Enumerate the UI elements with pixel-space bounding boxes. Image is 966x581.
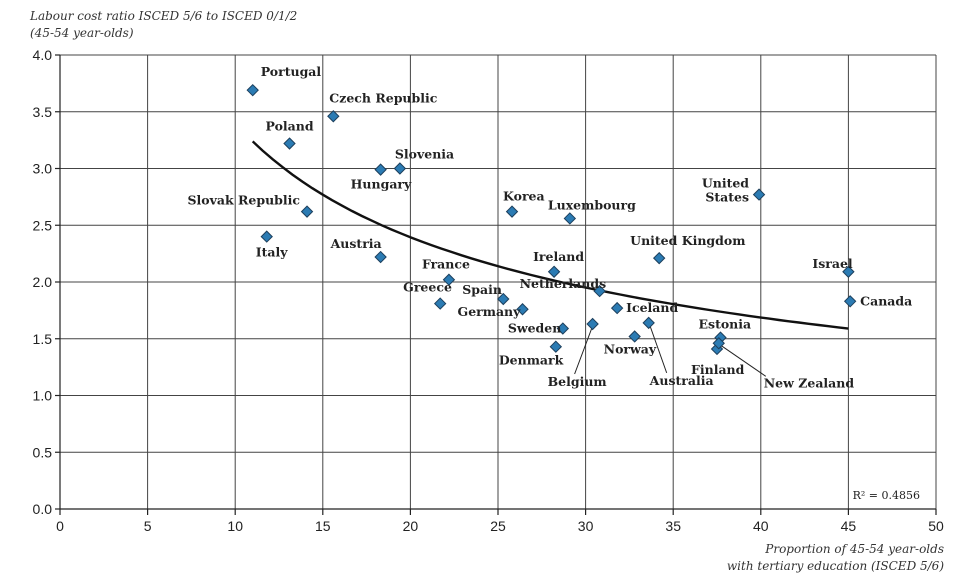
point-italy xyxy=(260,230,273,243)
point-hungary xyxy=(374,163,387,176)
point-united-states xyxy=(752,188,766,201)
x-tick-label: 15 xyxy=(315,518,331,534)
x-tick-label: 25 xyxy=(490,518,506,534)
label-germany: Germany xyxy=(458,304,522,319)
label-united-states-line-2: States xyxy=(705,190,749,205)
x-tick-label: 45 xyxy=(841,518,857,534)
point-labels: Portugal Czech Republic Poland Hungary Slove… xyxy=(188,64,913,390)
point-portugal xyxy=(246,83,259,97)
label-ireland: Ireland xyxy=(533,249,584,264)
label-czech-republic: Czech Republic xyxy=(329,90,437,105)
label-greece: Greece xyxy=(403,280,452,295)
label-poland: Poland xyxy=(266,119,314,134)
tick-labels: 0 5 10 15 20 25 30 35 40 45 50 0.0 0.5 1.0 1.5 2.0 2.5 3.… xyxy=(33,47,944,534)
point-israel xyxy=(842,265,855,278)
label-denmark: Denmark xyxy=(499,353,564,368)
x-tick-label: 40 xyxy=(753,518,769,534)
label-united-states: United xyxy=(702,176,749,191)
y-axis-label-line-1: Labour cost ratio ISCED 5/6 to ISCED 0/1… xyxy=(29,9,297,23)
y-axis-label-line-2: (45-54 year-olds) xyxy=(30,26,134,40)
label-austria: Austria xyxy=(330,236,382,251)
label-slovenia: Slovenia xyxy=(395,147,454,162)
y-tick-label: 0.5 xyxy=(33,444,53,460)
point-belgium xyxy=(586,317,599,331)
point-greece xyxy=(433,297,447,310)
point-sweden xyxy=(556,322,570,335)
point-ireland xyxy=(547,265,561,278)
label-luxembourg: Luxembourg xyxy=(548,197,636,212)
label-israel: Israel xyxy=(812,256,853,271)
x-tick-label: 30 xyxy=(578,518,594,534)
point-new-zealand xyxy=(712,337,725,350)
point-united-kingdom xyxy=(652,251,666,265)
y-tick-label: 0.0 xyxy=(33,501,53,517)
point-australia xyxy=(642,316,655,330)
point-austria xyxy=(374,250,387,264)
y-tick-label: 3.5 xyxy=(33,104,53,120)
point-denmark xyxy=(549,340,563,353)
label-finland: Finland xyxy=(691,362,745,377)
x-tick-label: 10 xyxy=(227,518,243,534)
leader-lines xyxy=(574,324,767,377)
point-slovenia xyxy=(393,162,407,175)
y-tick-label: 2.0 xyxy=(33,274,53,290)
point-netherlands xyxy=(593,284,606,298)
y-tick-label: 3.0 xyxy=(33,161,53,177)
data-points xyxy=(246,83,857,356)
label-estonia: Estonia xyxy=(699,317,752,332)
leader-australia xyxy=(649,324,668,374)
point-canada xyxy=(843,295,857,308)
grid-lines xyxy=(55,54,937,515)
point-korea xyxy=(505,205,519,218)
label-spain: Spain xyxy=(462,282,502,297)
point-norway xyxy=(628,330,641,343)
trend-line-layer xyxy=(251,140,849,330)
label-netherlands: Netherlands xyxy=(520,276,607,291)
label-hungary: Hungary xyxy=(351,177,412,192)
point-slovak-republic xyxy=(300,205,314,218)
label-canada: Canada xyxy=(860,293,912,308)
label-slovak-republic: Slovak Republic xyxy=(188,193,301,208)
label-norway: Norway xyxy=(604,341,657,356)
x-axis-label-line-1: Proportion of 45-54 year-olds xyxy=(764,542,944,556)
point-spain xyxy=(497,292,510,306)
point-france xyxy=(442,273,456,286)
label-iceland: Iceland xyxy=(626,300,678,315)
label-australia: Australia xyxy=(649,373,714,388)
y-tick-label: 1.0 xyxy=(33,388,53,404)
point-luxembourg xyxy=(563,212,577,225)
label-united-kingdom: United Kingdom xyxy=(630,233,745,248)
y-tick-label: 4.0 xyxy=(33,47,53,63)
label-italy: Italy xyxy=(256,245,288,260)
point-czech-republic xyxy=(327,110,340,123)
label-portugal: Portugal xyxy=(261,64,322,79)
x-axis-label-line-2: with tertiary education (ISCED 5/6) xyxy=(727,559,944,573)
leader-belgium xyxy=(574,325,594,375)
point-iceland xyxy=(610,301,624,315)
trend-line xyxy=(251,140,849,330)
x-tick-label: 35 xyxy=(665,518,681,534)
point-germany xyxy=(516,303,529,316)
x-tick-label: 50 xyxy=(928,518,944,534)
x-tick-label: 0 xyxy=(56,518,64,534)
x-tick-label: 20 xyxy=(403,518,419,534)
y-tick-label: 2.5 xyxy=(33,217,53,233)
label-new-zealand: New Zealand xyxy=(764,375,855,390)
label-sweden: Sweden xyxy=(508,321,562,336)
label-france: France xyxy=(422,257,470,272)
leader-new-zealand xyxy=(720,344,767,377)
x-tick-label: 5 xyxy=(144,518,152,534)
label-korea: Korea xyxy=(503,189,545,204)
point-poland xyxy=(283,137,296,150)
label-belgium: Belgium xyxy=(548,374,607,389)
y-tick-label: 1.5 xyxy=(33,331,53,347)
r-squared-label: R² = 0.4856 xyxy=(853,489,920,502)
